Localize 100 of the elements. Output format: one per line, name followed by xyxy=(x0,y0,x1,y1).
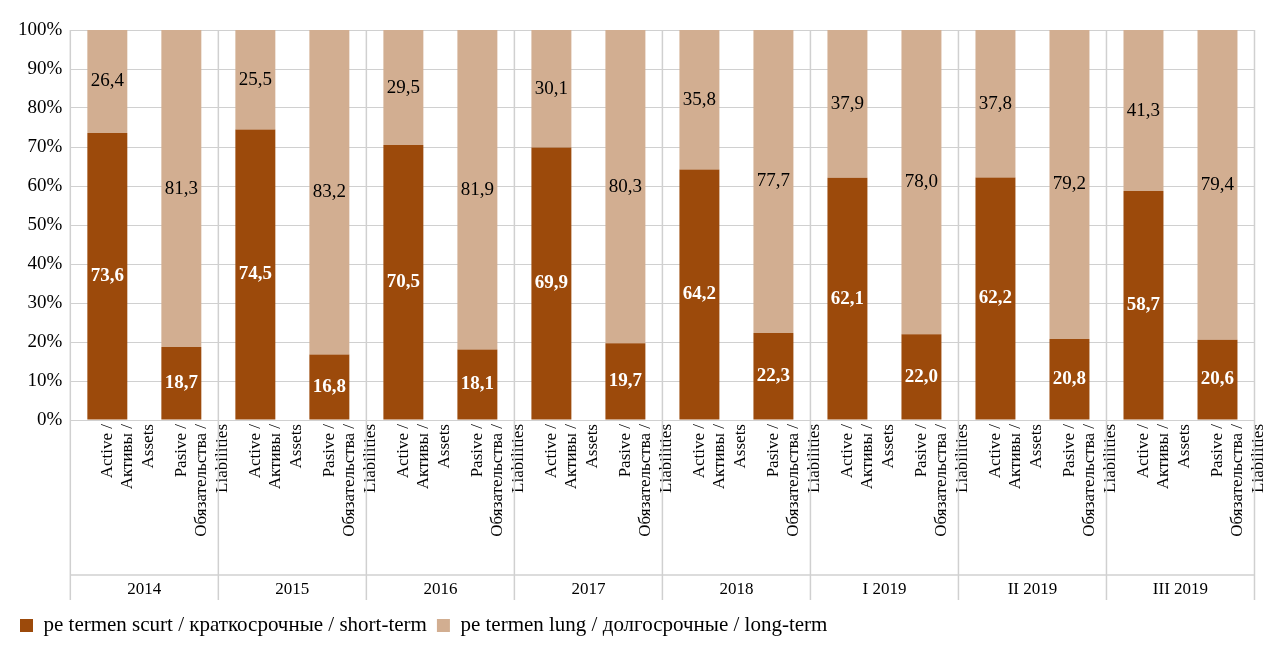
data-label: 18,7 xyxy=(164,371,199,393)
text: 2017 xyxy=(571,579,606,599)
y-tick-label: 30% xyxy=(27,290,63,312)
data-label: 35,8 xyxy=(682,87,717,109)
data-label: 37,9 xyxy=(830,91,865,113)
x-tick-label: Active / Активы / Assets xyxy=(244,423,305,490)
data-label: 81,9 xyxy=(460,177,495,199)
x-tick-label: Active / Активы / Assets xyxy=(984,423,1045,490)
y-tick-label: 0% xyxy=(37,407,63,429)
bar xyxy=(1197,30,1238,340)
bar xyxy=(679,30,720,170)
data-label: 78,0 xyxy=(904,170,939,192)
data-label: 20,6 xyxy=(1200,367,1235,389)
text: I 2019 xyxy=(862,579,907,599)
data-label: 19,7 xyxy=(608,369,643,391)
data-label: 64,2 xyxy=(682,282,717,304)
legend-label: pe termen lung / долгосрочные / long-term xyxy=(460,612,828,637)
data-label: 70,5 xyxy=(386,270,420,292)
bar xyxy=(161,30,202,348)
y-tick-label: 70% xyxy=(27,134,63,156)
bar xyxy=(87,30,128,133)
bar xyxy=(309,354,350,420)
bar xyxy=(753,333,794,420)
bar xyxy=(235,129,276,420)
bar xyxy=(531,30,572,148)
text: 2018 xyxy=(719,579,754,599)
legend-label: pe termen scurt / краткосрочные / short-term xyxy=(43,612,427,637)
x-tick-label: Active / Активы / Assets xyxy=(540,423,601,490)
text: 2016 xyxy=(423,579,458,599)
bar xyxy=(1123,30,1164,192)
bar xyxy=(383,145,424,420)
x-tick-label: Pasive / Обязательства / Liabilities xyxy=(1058,423,1119,537)
data-label: 41,3 xyxy=(1126,98,1161,120)
data-label: 79,2 xyxy=(1052,172,1087,194)
x-tick-label: Pasive / Обязательства / Liabilities xyxy=(170,423,231,537)
x-tick-label: Active / Активы / Assets xyxy=(688,423,749,490)
bar xyxy=(383,30,424,146)
bar xyxy=(679,169,720,420)
y-tick-label: 40% xyxy=(27,251,63,273)
bar xyxy=(457,349,498,420)
bar xyxy=(87,132,128,420)
bar xyxy=(827,177,868,420)
text: 2014 xyxy=(127,579,162,599)
y-tick-label: 80% xyxy=(27,95,63,117)
data-label: 26,4 xyxy=(90,69,125,91)
y-tick-label: 60% xyxy=(27,173,63,195)
x-tick-label: Pasive / Обязательства / Liabilities xyxy=(1206,423,1267,537)
data-label: 80,3 xyxy=(608,174,643,196)
bar xyxy=(901,30,942,335)
data-label: 81,3 xyxy=(164,176,198,198)
y-tick-label: 50% xyxy=(27,212,63,234)
y-tick-label: 20% xyxy=(27,329,63,351)
x-tick-label: Pasive / Обязательства / Liabilities xyxy=(318,423,379,537)
data-label: 73,6 xyxy=(90,264,124,286)
bar xyxy=(975,177,1016,420)
data-label: 22,3 xyxy=(756,364,791,386)
bar xyxy=(309,30,350,355)
bar xyxy=(1049,30,1090,339)
data-label: 25,5 xyxy=(238,67,272,89)
bar xyxy=(1123,191,1164,420)
data-label: 69,9 xyxy=(534,271,569,293)
data-label: 16,8 xyxy=(312,374,346,396)
data-label: 74,5 xyxy=(238,262,272,284)
data-label: 77,7 xyxy=(756,169,791,191)
bar xyxy=(975,30,1016,178)
bar xyxy=(161,347,202,420)
data-label: 18,1 xyxy=(460,372,495,394)
bar xyxy=(531,147,572,420)
data-label: 58,7 xyxy=(1126,293,1161,315)
bar xyxy=(827,30,868,178)
data-label: 62,1 xyxy=(830,286,865,308)
x-tick-label: Pasive / Обязательства / Liabilities xyxy=(466,423,527,537)
x-tick-label: Active / Активы / Assets xyxy=(836,423,897,490)
x-tick-label: Pasive / Обязательства / Liabilities xyxy=(910,423,971,537)
data-label: 30,1 xyxy=(534,76,569,98)
data-label: 79,4 xyxy=(1200,172,1235,194)
x-tick-label: Active / Активы / Assets xyxy=(1132,423,1193,490)
x-tick-label: Active / Активы / Assets xyxy=(392,423,453,490)
text: II 2019 xyxy=(1007,579,1058,599)
y-tick-label: 10% xyxy=(27,368,63,390)
y-tick-label: 100% xyxy=(18,17,63,39)
data-label: 20,8 xyxy=(1052,367,1087,389)
bar xyxy=(605,30,646,344)
bar xyxy=(605,343,646,420)
bar xyxy=(1049,338,1090,420)
bar xyxy=(457,30,498,350)
x-tick-label: Active / Активы / Assets xyxy=(96,423,157,490)
data-label: 37,8 xyxy=(978,91,1013,113)
bar xyxy=(753,30,794,334)
text: III 2019 xyxy=(1152,579,1209,599)
y-tick-label: 90% xyxy=(27,56,63,78)
bar xyxy=(235,30,276,130)
data-label: 22,0 xyxy=(904,364,939,386)
data-label: 62,2 xyxy=(978,286,1013,308)
text: 2015 xyxy=(275,579,310,599)
data-label: 29,5 xyxy=(386,75,420,97)
x-tick-label: Pasive / Обязательства / Liabilities xyxy=(614,423,675,537)
data-label: 83,2 xyxy=(312,180,346,202)
bar xyxy=(901,334,942,420)
x-tick-label: Pasive / Обязательства / Liabilities xyxy=(762,423,823,537)
